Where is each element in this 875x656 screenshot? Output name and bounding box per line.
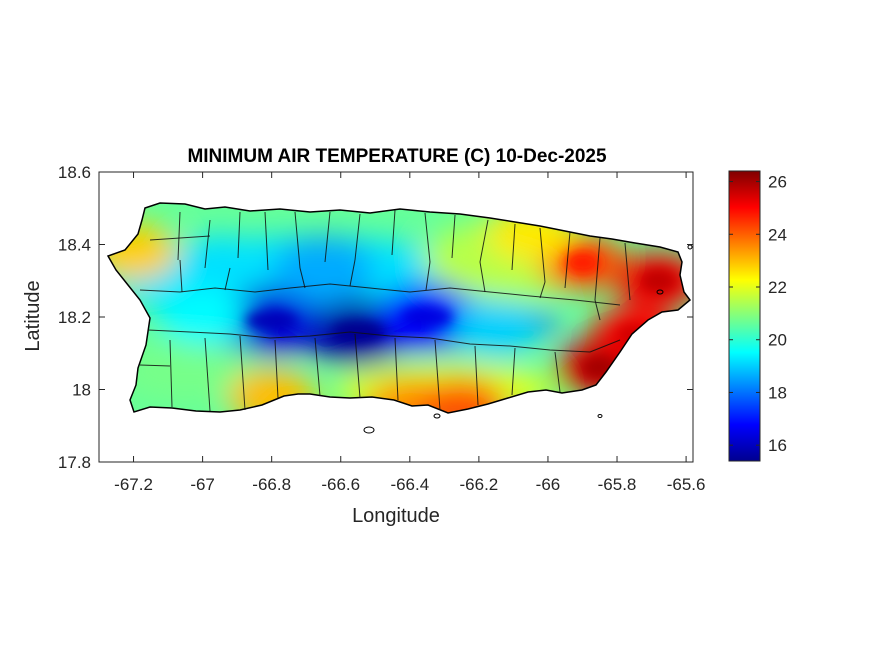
municipality-border <box>274 339 279 399</box>
islet <box>433 413 441 419</box>
municipality-border <box>589 339 621 353</box>
municipality-border <box>424 212 431 263</box>
colorbar-ticks: 16 18 20 22 24 26 <box>729 173 787 455</box>
y-tick-label: 18.6 <box>58 163 91 182</box>
x-tick-label: -66.6 <box>321 475 360 494</box>
municipality-border <box>479 261 486 293</box>
islets <box>363 244 693 434</box>
municipality-border <box>224 267 231 291</box>
municipality-border <box>177 211 181 261</box>
municipality-border <box>391 209 396 256</box>
southwest-zone <box>115 341 256 402</box>
municipality-border <box>539 227 546 283</box>
municipality-border <box>474 345 479 406</box>
cold-core <box>401 307 454 327</box>
x-tick-label: -65.8 <box>598 475 637 494</box>
municipality-border <box>149 235 211 241</box>
chart-title: MINIMUM AIR TEMPERATURE (C) 10-Dec-2025 <box>187 146 607 167</box>
colorbar-tick-label: 26 <box>768 173 787 192</box>
temperature-zone <box>452 299 541 356</box>
y-axis-ticks: 17.8 18 18.2 18.4 18.6 <box>58 163 693 472</box>
municipality-border <box>299 267 306 289</box>
colorbar-tick-label: 24 <box>768 225 787 244</box>
municipality-border <box>554 351 561 393</box>
municipality-border <box>511 223 516 271</box>
municipality-border <box>147 329 591 353</box>
x-axis-label: Longitude <box>352 505 440 527</box>
municipality-border <box>511 347 516 396</box>
temperature-zone <box>417 379 506 413</box>
y-tick-label: 17.8 <box>58 453 91 472</box>
x-axis-ticks: -67.2 -67 -66.8 -66.6 -66.4 -66.2 -66 -65.8 -65.… <box>114 172 705 494</box>
municipality-border <box>624 242 631 301</box>
municipality-border <box>394 337 399 401</box>
x-tick-label: -66.8 <box>252 475 291 494</box>
x-tick-label: -67 <box>190 475 215 494</box>
municipality-border <box>479 219 489 263</box>
municipality-border <box>314 337 321 397</box>
x-tick-label: -66.2 <box>460 475 499 494</box>
municipality-border <box>564 231 571 289</box>
warm-core <box>640 268 677 293</box>
islet <box>656 289 664 295</box>
temperature-zone <box>158 289 247 345</box>
municipality-border <box>451 214 456 259</box>
municipality-border <box>169 339 173 408</box>
municipality-border <box>204 337 211 412</box>
municipality-border <box>139 364 171 367</box>
municipality-border <box>434 339 441 411</box>
island-outline <box>106 202 692 414</box>
municipality-border <box>425 261 431 291</box>
municipality-border <box>294 211 301 269</box>
municipality-border <box>354 333 361 399</box>
municipality-border <box>204 219 211 269</box>
municipality-border <box>349 259 356 287</box>
islet <box>597 414 603 418</box>
colorbar-tick-label: 16 <box>768 436 787 455</box>
municipality-border <box>264 211 269 271</box>
municipality-border <box>239 335 246 411</box>
municipality-border <box>324 211 331 263</box>
x-tick-label: -67.2 <box>114 475 153 494</box>
municipality-border <box>354 213 361 261</box>
municipality-border <box>237 211 241 259</box>
colorbar-tick-label: 18 <box>768 383 787 402</box>
municipality-border <box>539 281 546 299</box>
temperature-zone <box>273 235 374 304</box>
colorbar-tick-label: 22 <box>768 278 787 297</box>
cold-core <box>332 321 385 342</box>
y-axis-label: Latitude <box>22 280 44 351</box>
municipality-border <box>139 283 621 306</box>
cold-core <box>245 310 298 331</box>
y-tick-label: 18.2 <box>58 308 91 327</box>
municipality-border <box>594 237 601 301</box>
y-tick-label: 18.4 <box>58 236 91 255</box>
x-tick-label: -66.4 <box>390 475 429 494</box>
municipality-border <box>594 299 601 321</box>
islet <box>363 426 375 434</box>
y-tick-label: 18 <box>72 381 91 400</box>
municipality-border <box>179 259 183 293</box>
x-tick-label: -66 <box>536 475 561 494</box>
warm-core <box>564 250 601 275</box>
colorbar-tick-label: 20 <box>768 331 787 350</box>
colorbar <box>728 170 761 462</box>
municipality-borders <box>139 209 631 412</box>
temperature-zone <box>175 234 264 291</box>
x-tick-label: -65.6 <box>667 475 706 494</box>
